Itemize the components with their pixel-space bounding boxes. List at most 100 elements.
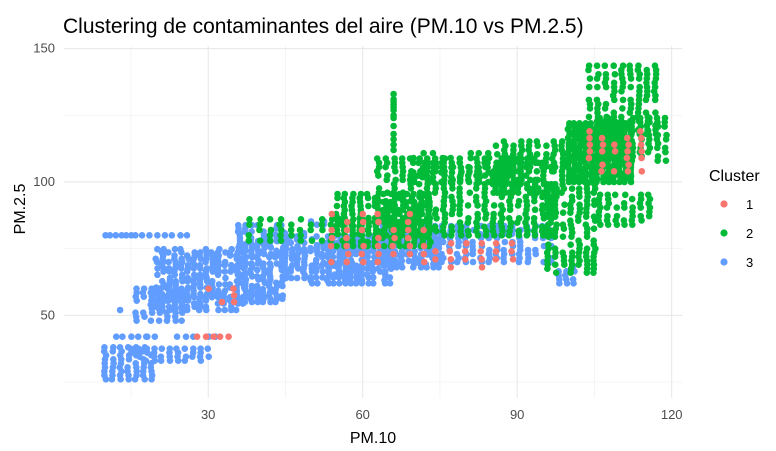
- data-point-cluster-2: [596, 191, 604, 199]
- data-point-cluster-3: [287, 239, 295, 247]
- data-point-cluster-3: [469, 258, 477, 266]
- data-point-cluster-1: [623, 134, 631, 142]
- data-point-cluster-2: [619, 96, 627, 104]
- data-point-cluster-3: [453, 250, 461, 258]
- data-point-cluster-2: [629, 114, 637, 122]
- data-point-cluster-2: [603, 153, 611, 160]
- data-point-cluster-1: [230, 298, 238, 306]
- data-point-cluster-2: [439, 154, 447, 162]
- data-point-cluster-2: [636, 114, 644, 122]
- data-point-cluster-3: [221, 306, 229, 314]
- data-point-cluster-2: [448, 169, 456, 176]
- data-point-cluster-2: [585, 83, 593, 91]
- data-point-cluster-2: [411, 178, 418, 186]
- data-point-cluster-2: [430, 178, 437, 186]
- data-point-cluster-1: [586, 141, 594, 148]
- data-point-cluster-3: [222, 274, 229, 282]
- legend: Cluster 1 2 3: [709, 168, 760, 270]
- data-point-cluster-2: [602, 70, 610, 78]
- data-point-cluster-2: [308, 237, 316, 244]
- data-point-cluster-1: [218, 298, 226, 306]
- data-point-cluster-1: [586, 128, 593, 135]
- data-point-cluster-2: [637, 191, 645, 199]
- data-point-cluster-3: [140, 285, 148, 292]
- data-point-cluster-1: [598, 148, 606, 155]
- data-point-cluster-1: [492, 248, 500, 255]
- data-point-cluster-2: [654, 153, 662, 160]
- data-point-cluster-2: [297, 237, 305, 244]
- data-point-cluster-2: [485, 178, 492, 186]
- data-point-cluster-3: [143, 345, 151, 352]
- data-point-cluster-2: [458, 169, 465, 176]
- data-point-cluster-2: [568, 249, 576, 256]
- data-point-cluster-2: [390, 136, 397, 143]
- data-point-cluster-2: [651, 62, 659, 70]
- data-point-cluster-1: [447, 240, 455, 247]
- data-point-cluster-3: [524, 246, 532, 254]
- data-point-cluster-2: [297, 216, 305, 223]
- data-point-cluster-3: [319, 274, 326, 281]
- data-point-cluster-1: [404, 226, 412, 234]
- data-point-cluster-1: [638, 148, 645, 155]
- data-point-cluster-3: [190, 345, 197, 352]
- data-point-cluster-1: [420, 242, 428, 250]
- data-point-cluster-2: [350, 190, 357, 198]
- data-point-cluster-2: [484, 149, 492, 157]
- data-point-cluster-3: [273, 260, 281, 267]
- data-point-cluster-2: [447, 178, 455, 186]
- data-point-cluster-3: [242, 269, 249, 277]
- data-point-cluster-2: [575, 185, 583, 192]
- data-point-cluster-3: [208, 249, 215, 256]
- data-point-cluster-2: [620, 217, 628, 224]
- data-point-cluster-3: [171, 252, 178, 259]
- data-point-cluster-2: [475, 149, 483, 157]
- data-point-cluster-3: [135, 345, 142, 352]
- data-point-cluster-2: [277, 226, 285, 234]
- data-point-cluster-2: [448, 164, 455, 171]
- data-point-cluster-1: [461, 256, 469, 263]
- data-point-cluster-2: [593, 96, 601, 104]
- data-point-cluster-2: [568, 193, 576, 200]
- data-point-cluster-3: [147, 317, 155, 324]
- data-point-cluster-3: [312, 274, 320, 281]
- legend-key-3: [720, 258, 728, 266]
- data-point-cluster-3: [352, 262, 360, 270]
- data-point-cluster-3: [142, 357, 150, 364]
- data-point-cluster-2: [382, 155, 390, 162]
- data-point-cluster-2: [551, 245, 559, 252]
- data-point-cluster-2: [635, 62, 642, 70]
- data-point-cluster-2: [246, 221, 253, 228]
- data-point-cluster-1: [360, 242, 367, 250]
- data-point-cluster-1: [447, 256, 455, 263]
- data-point-cluster-3: [138, 232, 146, 239]
- data-point-cluster-2: [618, 113, 625, 121]
- data-point-cluster-2: [605, 123, 612, 130]
- data-point-cluster-2: [349, 226, 356, 234]
- legend-label-3: 3: [746, 255, 753, 270]
- data-point-cluster-2: [475, 169, 483, 176]
- data-point-cluster-3: [106, 232, 114, 239]
- data-point-cluster-3: [134, 333, 142, 340]
- data-point-cluster-2: [429, 173, 437, 181]
- data-point-cluster-1: [328, 258, 335, 266]
- data-point-cluster-2: [605, 131, 613, 139]
- data-point-cluster-3: [133, 285, 140, 292]
- data-point-cluster-2: [277, 216, 285, 223]
- data-point-cluster-1: [343, 226, 351, 234]
- data-point-cluster-2: [629, 204, 636, 211]
- data-point-cluster-1: [406, 242, 414, 250]
- data-point-cluster-3: [151, 345, 158, 352]
- data-point-cluster-3: [165, 265, 173, 272]
- data-point-cluster-2: [277, 232, 284, 239]
- data-point-cluster-2: [595, 70, 602, 78]
- data-point-cluster-2: [621, 191, 629, 199]
- data-point-cluster-2: [527, 176, 534, 184]
- data-point-cluster-2: [644, 127, 652, 135]
- data-point-cluster-2: [473, 155, 480, 162]
- x-tick-label: 90: [510, 407, 524, 422]
- data-point-cluster-1: [420, 226, 427, 234]
- data-point-cluster-1: [375, 250, 382, 258]
- data-point-cluster-3: [161, 232, 169, 239]
- data-point-cluster-3: [109, 344, 117, 351]
- data-point-cluster-3: [191, 249, 198, 256]
